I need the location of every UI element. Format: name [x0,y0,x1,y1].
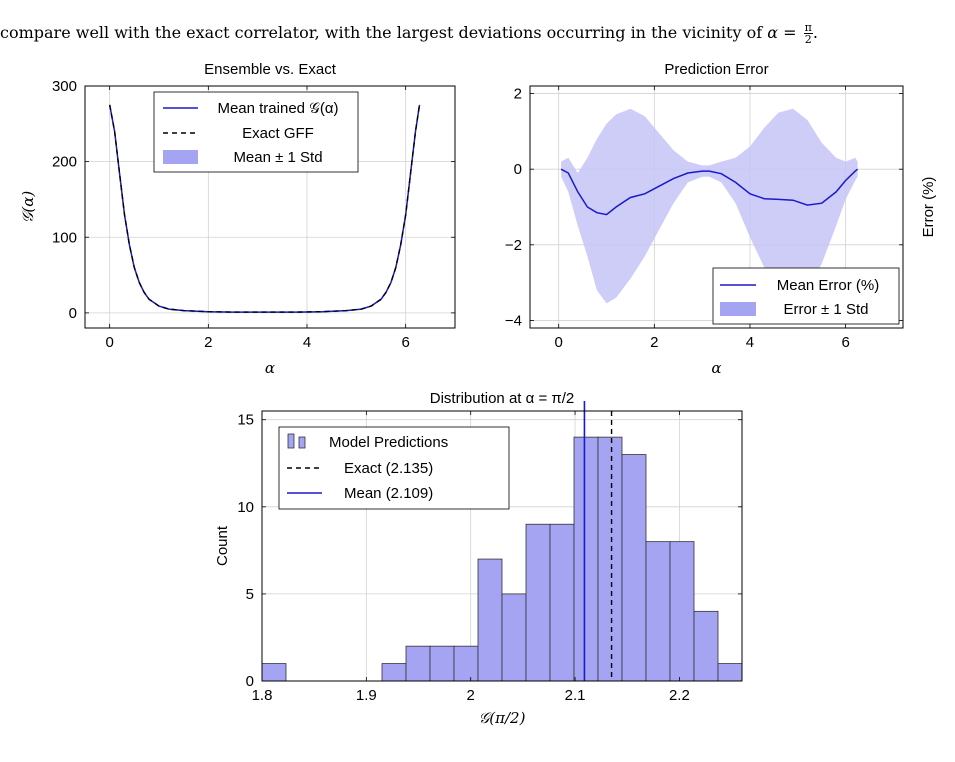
intro-alpha: α [767,23,779,42]
chart2-ytick-label: −4 [505,312,522,329]
chart1-legend-band-swatch [163,150,198,164]
intro-sentence: compare well with the exact correlator, … [0,22,955,45]
chart1-exact-line [109,104,421,313]
chart1-xtick-label: 0 [105,334,113,351]
chart3-histogram-bar [477,558,503,682]
chart1-xlabel: α [265,359,275,377]
chart1-legend-band: Mean ± 1 Std [233,149,322,166]
chart1-frame [84,85,456,329]
chart1-xtick-label: 2 [204,334,212,351]
chart2-legend: Mean Error (%) Error ± 1 Std [712,267,900,325]
chart3-title: Distribution at α = π/2 [430,390,575,407]
chart3-xlabel: 𝒢(π/2) [479,709,526,727]
chart2-ylabel: Error (%) [920,177,937,238]
chart-prediction-error: Prediction Error 0 2 4 6 −4 −2 0 2 α Error (%) Mean… [505,61,937,377]
chart3-xtick-label: 2.1 [565,687,586,704]
chart3-legend-exact: Exact (2.135) [344,460,433,477]
chart3-histogram-bar [717,663,743,682]
chart3-histogram-bar [693,610,719,682]
chart3-ylabel: Count [214,525,231,566]
chart3-frame [261,410,743,682]
chart3-legend: Model Predictions Exact (2.135) Mean (2.10… [278,426,510,510]
intro-frac-num: π [803,21,813,34]
chart2-mean-error-line [560,168,859,216]
chart3-legend-mean: Mean (2.109) [344,485,433,502]
chart1-ylabel: 𝒢(α) [19,191,37,224]
chart2-xtick-label: 0 [555,334,563,351]
chart3-histogram-bar [261,663,287,682]
chart2-xtick-label: 2 [650,334,658,351]
chart3-histogram-bar [429,645,455,682]
intro-equals: = [783,23,797,42]
chart2-frame [529,85,904,329]
chart1-title: Ensemble vs. Exact [204,61,337,78]
chart3-histogram-bar [621,454,647,682]
chart3-ytick-label: 5 [246,586,254,603]
chart3-legend-bar-swatch-a [287,433,295,449]
chart2-xtick-label: 6 [841,334,849,351]
chart3-xtick-label: 1.9 [356,687,377,704]
chart3-histogram-bar [381,663,407,682]
intro-period: . [812,23,818,42]
chart3-histogram-bar [405,645,431,682]
chart3-legend-predictions: Model Predictions [329,434,448,451]
chart2-legend-band: Error ± 1 Std [784,301,869,318]
chart1-legend-mean: Mean trained 𝒢(α) [217,100,338,117]
chart3-histogram-bar [453,645,479,682]
chart3-ytick-label: 15 [237,412,254,429]
chart3-xtick-label: 2.2 [669,687,690,704]
chart2-std-band [561,108,858,304]
chart2-ytick-label: −2 [505,237,522,254]
chart2-legend-mean: Mean Error (%) [777,277,880,294]
chart1-xtick-label: 6 [401,334,409,351]
chart3-xtick-label: 1.8 [252,687,273,704]
chart3-histogram-bar [597,436,623,682]
chart1-legend-exact: Exact GFF [242,125,314,142]
chart1-ytick-label: 0 [69,305,77,322]
chart1-legend: Mean trained 𝒢(α) Exact GFF Mean ± 1 Std [153,91,359,173]
chart1-ytick-label: 100 [52,229,77,246]
chart3-histogram-bar [645,541,671,682]
chart3-xtick-label: 2 [467,687,475,704]
chart1-xtick-label: 4 [303,334,311,351]
chart3-ytick-label: 0 [246,673,254,690]
chart2-title: Prediction Error [664,61,768,78]
chart2-xtick-label: 4 [746,334,754,351]
intro-text: compare well with the exact correlator, … [0,23,763,42]
chart3-legend-bar-swatch-b [298,436,306,449]
chart2-legend-band-swatch [720,302,756,316]
chart-ensemble-vs-exact: Ensemble vs. Exact 0 2 4 6 0 100 200 300 α 𝒢(α) Mea… [19,61,456,377]
chart2-xlabel: α [711,359,721,377]
chart3-histogram-bar [501,593,527,682]
chart1-ytick-label: 200 [52,154,77,171]
chart3-histogram-bar [669,541,695,682]
chart-distribution: Distribution at α = π/2 1.8 1.9 2 2.1 2.2 0 5 10… [214,390,743,727]
chart3-histogram-bar [525,523,551,682]
chart1-ytick-label: 300 [52,78,77,95]
chart3-histogram-bar [573,436,599,682]
chart3-ytick-label: 10 [237,499,254,516]
intro-frac-den: 2 [804,33,812,46]
chart2-ytick-label: 2 [514,86,522,103]
chart3-histogram-bar [549,523,575,682]
chart2-ytick-label: 0 [514,161,522,178]
